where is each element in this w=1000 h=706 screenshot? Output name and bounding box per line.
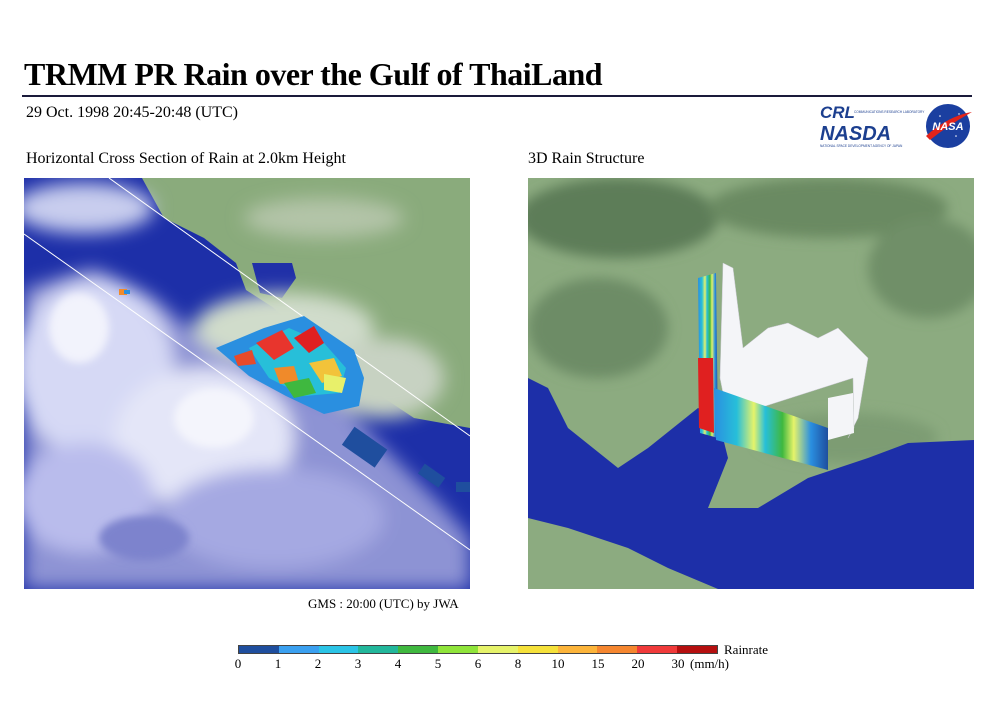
rain-curtain-3d	[698, 262, 869, 470]
title-divider	[22, 95, 972, 97]
colorbar-unit: (mm/h)	[690, 656, 729, 671]
colorbar-segment	[637, 646, 678, 653]
3d-rain-structure-view	[528, 178, 974, 589]
nasda-logo: NASDA	[820, 123, 891, 145]
observation-date: 29 Oct. 1998 20:45-20:48 (UTC)	[26, 104, 238, 121]
agency-logos: CRL COMMUNICATIONS RESEARCH LABORATORY N…	[820, 103, 972, 148]
image-credit: GMS : 20:00 (UTC) by JWA	[308, 596, 459, 611]
rain-echo-swath	[119, 289, 470, 492]
3d-structure-title: 3D Rain Structure	[528, 150, 645, 167]
colorbar-tick-label: 8	[514, 656, 522, 671]
colorbar-tick-label: 1	[274, 656, 282, 671]
colorbar-segment	[438, 646, 478, 653]
colorbar-label: Rainrate	[724, 642, 769, 657]
nasa-logo-text: NASA	[932, 121, 963, 133]
colorbar-tick-label: 4	[394, 656, 402, 671]
terrain-relief	[528, 178, 974, 463]
horizontal-cross-section-map	[24, 178, 470, 589]
pr-swath-boundary	[24, 178, 470, 551]
colorbar-segment	[278, 646, 319, 653]
colorbar-tick-label: 20	[631, 656, 645, 671]
crl-logo: CRL	[820, 103, 855, 122]
page-title: TRMM PR Rain over the Gulf of ThaiLand	[24, 56, 603, 92]
colorbar-tick-label: 15	[591, 656, 605, 671]
colorbar-tick-label: 5	[434, 656, 442, 671]
colorbar-tick-label: 2	[314, 656, 322, 671]
colorbar-tick-label: 6	[474, 656, 482, 671]
rainrate-colorbar	[238, 645, 718, 654]
colorbar-segment	[677, 646, 717, 653]
colorbar-segment	[239, 646, 279, 653]
colorbar-segment	[597, 646, 638, 653]
colorbar-segment	[318, 646, 359, 653]
colorbar-segment	[517, 646, 558, 653]
colorbar-tick-label: 30	[671, 656, 685, 671]
colorbar-tick-label: 3	[354, 656, 362, 671]
nasda-caption: NATIONAL SPACE DEVELOPMENT AGENCY OF JAP…	[820, 144, 903, 148]
colorbar-segment	[398, 646, 439, 653]
horizontal-section-title: Horizontal Cross Section of Rain at 2.0k…	[26, 150, 346, 167]
colorbar-tick-label: 0	[234, 656, 242, 671]
colorbar-tick-label: 10	[551, 656, 565, 671]
crl-caption: COMMUNICATIONS RESEARCH LABORATORY	[854, 110, 925, 114]
gulf-sea	[528, 378, 974, 589]
colorbar-segment	[358, 646, 399, 653]
nasa-meatball-icon: NASA	[926, 104, 972, 148]
colorbar-segment	[477, 646, 518, 653]
colorbar-segment	[557, 646, 598, 653]
